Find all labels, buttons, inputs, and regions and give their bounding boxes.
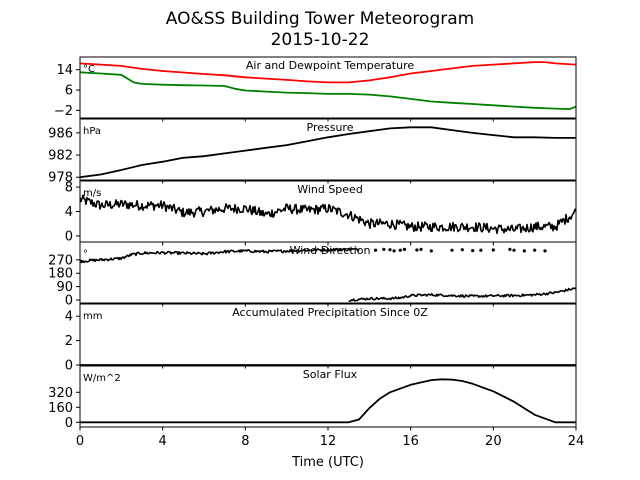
x-tick-label: 12 bbox=[320, 434, 337, 449]
x-tick-label: 4 bbox=[159, 434, 167, 449]
panel-title: Solar Flux bbox=[303, 368, 358, 381]
y-tick-label: 14 bbox=[56, 63, 73, 78]
panel-frame bbox=[79, 303, 577, 366]
data-point bbox=[512, 248, 516, 252]
panel-frame bbox=[79, 56, 577, 119]
data-point bbox=[388, 248, 392, 252]
x-tick-label: 0 bbox=[76, 434, 84, 449]
y-tick-label: 0 bbox=[65, 416, 73, 431]
data-series-1 bbox=[80, 247, 360, 264]
y-tick-label: 270 bbox=[48, 253, 73, 268]
data-point bbox=[419, 247, 423, 251]
panel-3: 8 4 0 Wind Speed m/s bbox=[65, 180, 577, 246]
y-tick-label: 982 bbox=[48, 149, 73, 164]
data-series-1 bbox=[80, 194, 576, 235]
panel-title: Wind Speed bbox=[297, 183, 363, 196]
data-point bbox=[533, 248, 537, 252]
data-series-1 bbox=[80, 126, 576, 179]
unit-label: °C bbox=[83, 64, 95, 75]
panel-data bbox=[80, 247, 576, 302]
panel-frame bbox=[79, 365, 577, 428]
data-point bbox=[450, 248, 454, 252]
y-tick-label: 8 bbox=[65, 181, 73, 196]
y-tick-label: 0 bbox=[65, 359, 73, 374]
data-point bbox=[543, 249, 547, 253]
chart-title-line1: AO&SS Building Tower Meteorogram bbox=[166, 9, 474, 29]
data-point bbox=[522, 249, 526, 253]
unit-label: m/s bbox=[83, 188, 101, 199]
y-tick-label: 320 bbox=[48, 386, 73, 401]
y-tick-label: 90 bbox=[56, 280, 73, 295]
data-point bbox=[460, 248, 464, 252]
y-tick-label: 978 bbox=[48, 171, 73, 186]
data-point bbox=[415, 248, 419, 252]
chart-title-line2: 2015-10-22 bbox=[271, 30, 370, 50]
y-tick-label: −2 bbox=[54, 104, 73, 119]
x-axis: 0 4 8 12 16 20 24 bbox=[76, 434, 584, 449]
data-series-1 bbox=[80, 61, 576, 84]
panel-data bbox=[80, 126, 576, 179]
unit-label: W/m^2 bbox=[83, 373, 121, 384]
data-series-1 bbox=[80, 378, 576, 424]
y-tick-label: 4 bbox=[65, 310, 73, 325]
panel-frame bbox=[79, 241, 577, 304]
panel-1: 14 6 −2 Air and Dewpoint Temperature °C bbox=[54, 56, 577, 122]
panel-5: 4 2 0 Accumulated Precipitation Since 0Z mm bbox=[65, 303, 577, 374]
data-point bbox=[402, 247, 407, 251]
x-axis-label: Time (UTC) bbox=[291, 455, 364, 470]
data-point bbox=[479, 248, 483, 252]
data-point bbox=[491, 248, 495, 252]
y-tick-label: 2 bbox=[65, 334, 73, 349]
panel-data bbox=[80, 61, 576, 110]
panel-title: Accumulated Precipitation Since 0Z bbox=[232, 306, 428, 319]
unit-label: mm bbox=[83, 311, 102, 322]
x-tick-label: 16 bbox=[402, 434, 419, 449]
data-series-3 bbox=[348, 287, 576, 302]
y-tick-label: 0 bbox=[65, 229, 73, 244]
data-point bbox=[392, 249, 396, 253]
data-point bbox=[382, 247, 386, 251]
panel-data bbox=[80, 378, 576, 424]
panel-2: 986 982 978 Pressure hPa bbox=[48, 118, 577, 186]
data-point bbox=[429, 249, 433, 253]
data-point bbox=[508, 247, 512, 251]
y-tick-label: 0 bbox=[65, 294, 73, 309]
y-tick-label: 160 bbox=[48, 401, 73, 416]
x-tick-label: 20 bbox=[485, 434, 502, 449]
y-tick-label: 986 bbox=[48, 126, 73, 141]
data-point bbox=[471, 249, 475, 253]
y-tick-label: 4 bbox=[65, 205, 73, 220]
y-tick-label: 180 bbox=[48, 267, 73, 282]
panel-title: Wind Direction bbox=[290, 244, 371, 257]
data-series-2 bbox=[80, 71, 576, 110]
x-tick-label: 8 bbox=[241, 434, 249, 449]
data-point bbox=[398, 248, 402, 252]
y-tick-label: 6 bbox=[65, 84, 73, 99]
panel-title: Air and Dewpoint Temperature bbox=[246, 59, 414, 72]
panel-title: Pressure bbox=[307, 121, 354, 134]
panel-data bbox=[80, 194, 576, 235]
data-point bbox=[373, 248, 378, 252]
panel-frame bbox=[79, 118, 577, 181]
unit-label: hPa bbox=[83, 126, 101, 137]
unit-label: ° bbox=[83, 249, 88, 260]
x-tick-label: 24 bbox=[568, 434, 585, 449]
